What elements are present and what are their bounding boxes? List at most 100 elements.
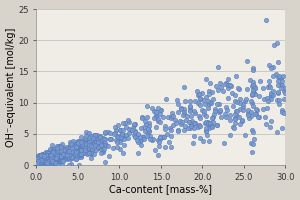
Point [37,160,41,163]
Point [103,131,108,134]
Point [226,84,231,87]
Point [84,153,89,156]
Point [44,157,49,161]
Point [49,155,54,158]
Point [262,98,267,101]
Point [125,137,130,140]
Point [45,159,50,162]
Point [59,160,64,163]
Point [46,154,50,157]
Point [55,155,60,158]
Point [59,155,64,158]
Point [41,157,46,160]
Point [34,157,39,160]
Point [52,154,57,157]
Point [80,144,85,148]
Point [36,158,40,162]
Point [43,163,48,167]
Point [40,159,45,162]
Point [56,147,60,150]
Point [82,147,87,150]
Point [41,163,46,167]
Point [238,122,242,126]
Point [47,159,52,162]
Point [282,90,287,93]
Point [70,150,74,154]
Point [155,139,160,142]
Point [34,161,39,164]
Point [86,151,91,155]
Point [94,136,99,140]
Point [54,155,59,158]
Point [103,143,108,146]
Point [37,157,42,161]
Point [40,160,45,163]
Point [61,155,65,158]
Point [190,120,195,123]
Point [41,154,46,157]
Point [38,163,43,166]
Point [43,155,48,158]
Point [61,150,66,153]
Point [47,158,52,161]
Point [36,163,40,167]
Point [52,156,57,159]
Point [60,153,65,156]
Point [60,151,64,154]
Point [36,162,40,165]
Point [34,162,39,166]
Point [196,115,201,118]
Point [39,156,44,159]
Point [251,84,256,87]
Point [210,120,215,123]
Point [109,137,114,140]
Point [39,158,44,162]
Point [144,104,149,107]
Point [152,148,157,151]
Point [36,156,40,159]
Point [197,92,202,95]
Point [34,157,39,160]
Point [241,108,246,111]
Point [54,156,58,159]
Point [98,135,103,139]
Point [34,157,39,160]
Point [44,153,48,157]
Point [269,94,274,97]
Point [108,131,113,134]
Point [205,134,209,137]
Point [235,110,240,113]
Point [188,124,193,127]
Point [156,107,161,110]
Point [43,159,48,163]
Point [40,158,45,161]
Point [59,159,64,162]
Point [76,144,81,147]
Point [53,149,58,153]
Point [146,129,151,132]
Point [42,158,47,162]
Point [139,144,143,147]
Point [48,152,53,155]
Point [36,156,41,159]
Point [254,108,259,111]
Point [37,158,41,162]
Point [37,158,42,161]
Point [206,99,210,102]
Point [218,108,223,112]
Point [201,110,206,113]
Point [52,153,57,157]
Point [63,148,68,151]
Point [37,159,42,162]
Point [207,124,212,127]
Point [50,150,55,153]
Point [37,160,41,163]
Point [42,152,47,155]
Point [41,155,46,158]
Point [146,130,151,133]
Point [97,141,101,144]
Point [51,155,56,158]
Point [39,161,44,164]
Point [191,109,196,112]
Point [45,156,50,159]
